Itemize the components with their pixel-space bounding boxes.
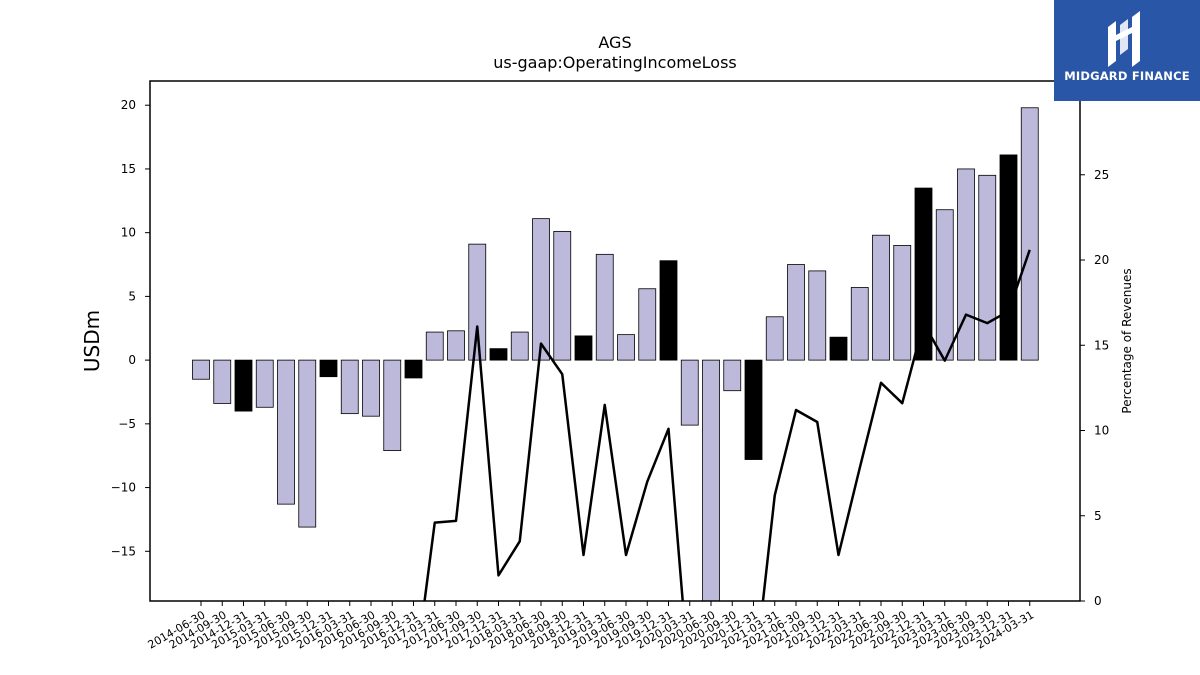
y2-tick-label: 0: [1094, 594, 1102, 608]
brand-name: MIDGARD FINANCE: [1064, 69, 1190, 83]
y2-axis-label: Percentage of Revenues: [1120, 268, 1134, 413]
bar: [893, 245, 912, 361]
plot-frame: [149, 80, 1081, 602]
bar: [702, 359, 720, 601]
bar: [829, 336, 848, 361]
bar: [532, 218, 550, 361]
bar: [277, 359, 295, 505]
bar: [872, 234, 890, 361]
bar: [1020, 107, 1039, 361]
bar: [447, 330, 465, 361]
y2-tick-label: 10: [1094, 424, 1109, 438]
bar: [404, 359, 423, 379]
bar: [723, 359, 742, 392]
bar: [192, 359, 210, 380]
bar: [553, 230, 572, 361]
bar: [234, 359, 253, 412]
x-axis: 2014-06-302014-09-302014-12-312015-03-31…: [146, 601, 1036, 652]
bar: [744, 359, 763, 460]
bar-series: [192, 107, 1039, 601]
y2-tick-label: 25: [1094, 168, 1109, 182]
bar: [680, 359, 699, 426]
bar: [957, 168, 975, 361]
y-tick-label: 5: [128, 289, 136, 303]
chart-subtitle: us-gaap:OperatingIncomeLoss: [493, 53, 737, 72]
chart-title: AGS: [598, 33, 631, 52]
bar: [617, 334, 635, 361]
percentage-line: [423, 249, 1031, 601]
left-axis: −15 −10 −5 0 5 10 15 20: [111, 98, 150, 558]
bar: [765, 316, 784, 361]
y-tick-label: −15: [111, 544, 136, 558]
bar: [787, 264, 805, 361]
y-tick-label: 15: [121, 162, 136, 176]
bar: [978, 174, 997, 361]
bar: [850, 287, 869, 361]
bar: [489, 348, 508, 361]
y2-tick-label: 5: [1094, 509, 1102, 523]
bar: [362, 359, 380, 417]
y-tick-label: −5: [118, 417, 136, 431]
bar: [298, 359, 317, 528]
line-series: [423, 249, 1031, 601]
bar: [340, 359, 359, 415]
y-tick-label: 0: [128, 353, 136, 367]
bar: [914, 187, 933, 361]
right-axis: 0 5 10 15 20 25: [1080, 168, 1109, 608]
y-tick-label: −10: [111, 481, 136, 495]
bar: [255, 359, 274, 408]
bar: [574, 335, 593, 361]
y2-tick-label: 20: [1094, 253, 1109, 267]
bar: [510, 331, 529, 361]
bar: [425, 331, 444, 361]
bar: [659, 260, 678, 361]
y-axis-label: USDm: [80, 310, 104, 372]
y-tick-label: 20: [121, 98, 136, 112]
bar: [999, 154, 1018, 361]
bar: [213, 359, 232, 404]
brand-logo: MIDGARD FINANCE: [1054, 0, 1200, 101]
bar: [468, 243, 487, 361]
y2-tick-label: 15: [1094, 338, 1109, 352]
bar: [319, 359, 338, 378]
bar: [595, 253, 614, 361]
bar: [638, 288, 657, 361]
bar: [808, 270, 827, 361]
bar: [935, 209, 954, 361]
midgard-logo-icon: [1108, 11, 1140, 67]
bar: [383, 359, 402, 452]
y-tick-label: 10: [121, 226, 136, 240]
